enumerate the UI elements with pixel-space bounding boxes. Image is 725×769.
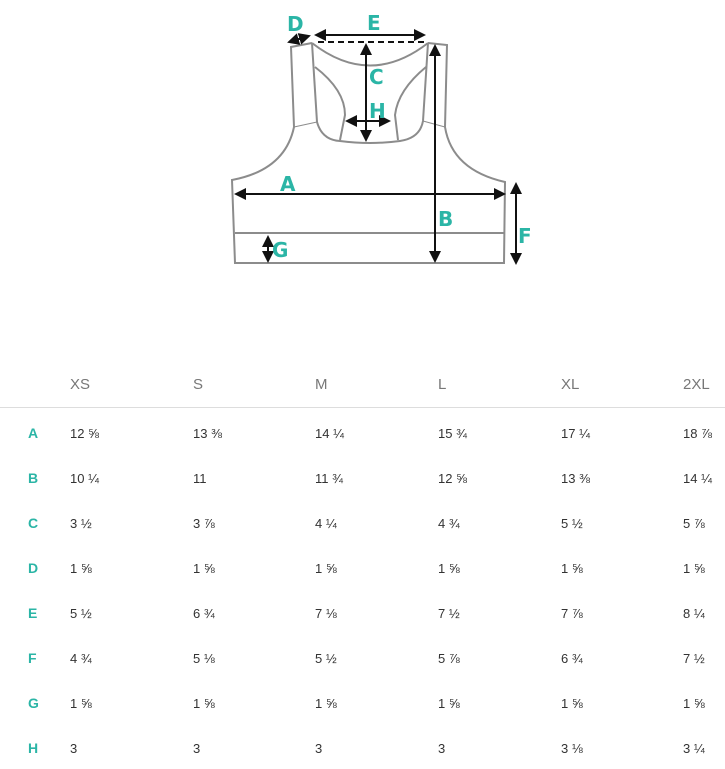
size-header-xs: XS xyxy=(70,376,91,393)
label-d: D xyxy=(287,12,304,36)
label-g: G xyxy=(272,238,288,262)
size-header-l: L xyxy=(438,376,447,393)
measurement-cell: 1 ⅝ xyxy=(315,561,337,576)
label-e: E xyxy=(367,11,381,35)
measurement-cell: 7 ½ xyxy=(438,606,460,621)
measurement-cell: 11 ¾ xyxy=(315,471,343,486)
measurement-cell: 3 ½ xyxy=(70,516,92,531)
measurement-cell: 6 ¾ xyxy=(561,651,583,666)
size-header-m: M xyxy=(315,376,328,393)
row-label: F xyxy=(28,650,37,666)
measurement-cell: 7 ½ xyxy=(683,651,705,666)
measurement-cell: 12 ⅝ xyxy=(70,426,99,441)
garment-outline xyxy=(230,42,507,264)
measurement-cell: 7 ⅛ xyxy=(315,606,337,621)
row-label: C xyxy=(28,515,39,531)
measurement-cell: 1 ⅝ xyxy=(561,561,583,576)
bra-measurement-diagram: D E C H A B F G xyxy=(230,11,532,265)
measurement-cell: 5 ⅛ xyxy=(193,651,215,666)
measurement-cell: 1 ⅝ xyxy=(70,561,92,576)
measurement-cell: 4 ¾ xyxy=(438,516,460,531)
measurement-cell: 1 ⅝ xyxy=(315,696,337,711)
measurement-cell: 5 ½ xyxy=(315,651,337,666)
measurement-cell: 6 ¾ xyxy=(193,606,215,621)
size-header-s: S xyxy=(193,376,204,393)
measurement-cell: 1 ⅝ xyxy=(438,561,460,576)
measurement-cell: 17 ¼ xyxy=(561,426,590,441)
header-divider xyxy=(0,407,725,408)
measurement-cell: 15 ¾ xyxy=(438,426,467,441)
measurement-cell: 1 ⅝ xyxy=(193,696,215,711)
measurement-cell: 3 ⅞ xyxy=(193,516,215,531)
measurement-cell: 1 ⅝ xyxy=(561,696,583,711)
measurement-cell: 5 ⅞ xyxy=(683,516,705,531)
measurement-cell: 3 xyxy=(70,741,78,756)
measurement-cell: 1 ⅝ xyxy=(70,696,92,711)
label-h: H xyxy=(369,99,386,123)
label-f: F xyxy=(518,224,532,248)
row-label: D xyxy=(28,560,39,576)
measurement-cell: 10 ¼ xyxy=(70,471,99,486)
arrow-d xyxy=(287,33,311,45)
measurement-cell: 3 ⅛ xyxy=(561,741,583,756)
measurement-cell: 8 ¼ xyxy=(683,606,705,621)
measurement-cell: 3 ¼ xyxy=(683,741,705,756)
row-label: H xyxy=(28,740,39,756)
measurement-cell: 14 ¼ xyxy=(315,426,344,441)
measurement-arrows xyxy=(234,29,522,265)
measurement-cell: 5 ⅞ xyxy=(438,651,460,666)
row-label: A xyxy=(28,425,39,441)
row-label: G xyxy=(28,695,39,711)
size-header-xl: XL xyxy=(561,376,580,393)
measurement-cell: 1 ⅝ xyxy=(683,561,705,576)
measurement-cell: 14 ¼ xyxy=(683,471,712,486)
measurement-cell: 5 ½ xyxy=(561,516,583,531)
measurement-cell: 1 ⅝ xyxy=(438,696,460,711)
measurement-cell: 11 xyxy=(193,471,207,486)
label-a: A xyxy=(280,172,296,196)
row-label: B xyxy=(28,470,39,486)
label-c: C xyxy=(369,65,384,89)
size-header-2xl: 2XL xyxy=(683,376,710,393)
measurement-cell: 13 ⅜ xyxy=(193,426,222,441)
label-b: B xyxy=(438,207,453,231)
measurement-cell: 18 ⅞ xyxy=(683,426,712,441)
measurement-cell: 3 xyxy=(315,741,323,756)
measurement-cell: 1 ⅝ xyxy=(683,696,705,711)
measurement-cell: 4 ¼ xyxy=(315,516,337,531)
measurement-cell: 3 xyxy=(193,741,201,756)
measurement-cell: 13 ⅜ xyxy=(561,471,590,486)
measurement-cell: 1 ⅝ xyxy=(193,561,215,576)
measurement-cell: 5 ½ xyxy=(70,606,92,621)
measurement-cell: 4 ¾ xyxy=(70,651,92,666)
measurement-cell: 7 ⅞ xyxy=(561,606,583,621)
measurement-cell: 3 xyxy=(438,741,446,756)
row-label: E xyxy=(28,605,38,621)
measurement-cell: 12 ⅝ xyxy=(438,471,467,486)
